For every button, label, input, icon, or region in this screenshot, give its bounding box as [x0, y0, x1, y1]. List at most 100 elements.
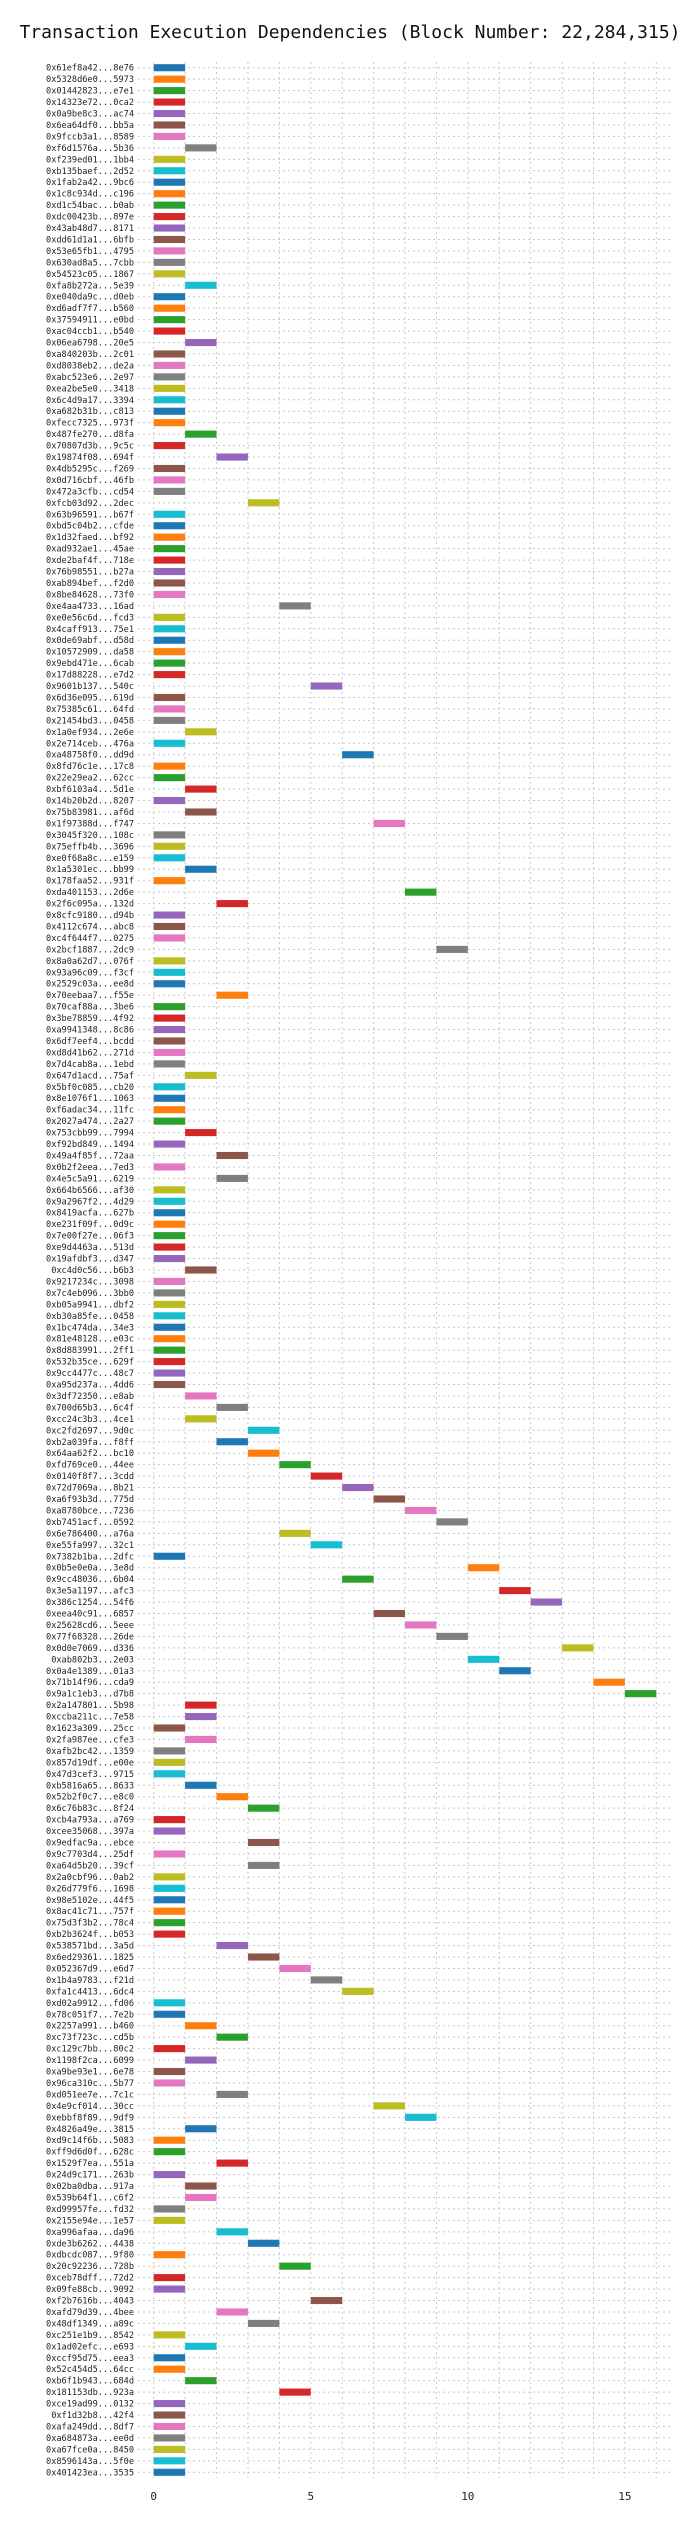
- y-tick-label: 0x2f6c095a...132d: [46, 900, 134, 910]
- bar: [153, 648, 186, 656]
- y-tick-label: 0xab802b3...2e03: [51, 1655, 134, 1665]
- bar: [185, 865, 217, 873]
- y-tick-label: 0xf6adac34...11fc: [46, 1106, 134, 1116]
- y-tick-label: 0xd6adf7f7...b560: [46, 304, 134, 314]
- bar: [153, 155, 186, 163]
- y-tick-label: 0x538571bd...3a5d: [46, 1942, 134, 1952]
- bar: [185, 1266, 217, 1274]
- y-tick-label: 0x06ea6798...20e5: [46, 339, 134, 349]
- y-tick-label: 0xfa1c4413...6dc4: [46, 1987, 134, 1997]
- bar: [247, 1804, 280, 1812]
- bar: [153, 854, 186, 862]
- y-tick-label: 0x1bc474da...34e3: [46, 1323, 134, 1333]
- bar: [153, 167, 186, 175]
- y-tick-label: 0x6c76b83c...8f24: [46, 1804, 134, 1814]
- bar: [153, 842, 186, 850]
- bar: [153, 922, 186, 931]
- bar: [153, 327, 186, 335]
- bar: [153, 1117, 186, 1125]
- y-tick-label: 0x0d0e7069...d336: [46, 1644, 134, 1654]
- y-tick-label: 0x72d7069a...8b21: [46, 1484, 134, 1494]
- bar: [216, 2033, 248, 2041]
- y-tick-label: 0x8fd76c1e...17c8: [46, 762, 134, 772]
- y-tick-label: 0x487fe270...d8fa: [46, 430, 134, 440]
- bar: [153, 235, 186, 244]
- bar: [153, 1025, 186, 1034]
- y-tick-label: 0xa48758f0...dd9d: [46, 751, 134, 761]
- y-tick-label: 0xe55fa997...32c1: [46, 1541, 134, 1551]
- x-tick-labels: 0 5 10 15: [150, 2490, 631, 2503]
- bar: [153, 1884, 186, 1892]
- chart-title: Transaction Execution Dependencies (Bloc…: [19, 22, 680, 43]
- y-tick-label: 0x8d883991...2ff1: [46, 1346, 134, 1356]
- bar: [310, 682, 343, 690]
- bar: [279, 2388, 311, 2396]
- bar: [153, 75, 186, 83]
- y-tick-label: 0xafd79d39...4bee: [46, 2308, 134, 2318]
- y-tick-label: 0x9a1c1eb3...d7b8: [46, 1690, 134, 1700]
- y-tick-label: 0x386c1254...54f6: [46, 1598, 134, 1608]
- y-tick-label: 0xdc00423b...897e: [46, 213, 134, 223]
- y-tick-label: 0xd1c54bac...b0ab: [46, 201, 134, 211]
- bar: [153, 419, 186, 427]
- bar: [185, 144, 217, 152]
- y-tick-label: 0xad932ae1...45ae: [46, 545, 134, 555]
- bar: [153, 87, 186, 95]
- bar: [185, 2182, 217, 2190]
- y-tick-label: 0xd051ee7e...7c1c: [46, 2090, 134, 2100]
- y-tick-label: 0x2e714ceb...476a: [46, 739, 134, 749]
- bar: [153, 1907, 186, 1915]
- bar: [153, 2331, 186, 2339]
- bar: [499, 1587, 531, 1595]
- bar: [624, 1690, 657, 1698]
- bar: [279, 1461, 311, 1469]
- bar: [279, 1964, 311, 1973]
- y-tick-label: 0x8be84628...73f0: [46, 590, 134, 600]
- y-tick-label: 0xcc24c3b3...4ce1: [46, 1415, 134, 1425]
- y-tick-label: 0x76b98551...b27a: [46, 568, 134, 578]
- x-tick-label: 0: [150, 2490, 157, 2503]
- bar: [153, 1724, 186, 1732]
- y-tick-label: 0x9a2967f2...4d29: [46, 1197, 134, 1207]
- bar: [153, 1346, 186, 1354]
- bar: [216, 2308, 248, 2316]
- bar: [373, 1495, 405, 1503]
- y-tick-label: 0x75385c61...64fd: [46, 705, 134, 715]
- bar: [153, 1003, 186, 1011]
- bar: [153, 1197, 186, 1205]
- bar: [153, 1873, 186, 1881]
- y-tick-label: 0xa684873a...ee0d: [46, 2434, 134, 2444]
- bar: [153, 1163, 186, 1171]
- bar: [153, 213, 186, 221]
- bar: [153, 1816, 186, 1824]
- bar: [153, 911, 186, 919]
- y-tick-label: 0xebbf8f89...9df9: [46, 2113, 134, 2123]
- bar: [279, 2262, 311, 2270]
- y-tick-label: 0xe0f68a8c...e159: [46, 854, 134, 864]
- y-tick-label: 0xe040da9c...d0eb: [46, 293, 134, 303]
- y-tick-label: 0xb135baef...2d52: [46, 167, 134, 177]
- bar: [185, 2377, 217, 2385]
- bar: [562, 1644, 594, 1652]
- bar: [247, 2239, 280, 2247]
- y-tick-label: 0x532b35ce...629f: [46, 1358, 134, 1368]
- y-tick-label: 0x1d32faed...bf92: [46, 533, 134, 543]
- y-tick-label: 0xa6f93b3d...775d: [46, 1495, 134, 1505]
- bar: [153, 693, 186, 702]
- bar: [405, 1506, 437, 1515]
- y-tick-label: 0xfa8b272a...5e39: [46, 281, 134, 291]
- bar: [153, 545, 186, 553]
- y-tick-label: 0xeea40c91...6857: [46, 1610, 134, 1620]
- y-tick-label: 0x24d9c171...263b: [46, 2171, 134, 2181]
- bar: [436, 1632, 468, 1640]
- y-tick-label: 0x70807d3b...9c5c: [46, 442, 134, 452]
- y-tick-label: 0x3045f320...108c: [46, 831, 134, 841]
- bar: [153, 1232, 186, 1240]
- bar: [153, 361, 186, 369]
- bar: [153, 2079, 186, 2087]
- y-tick-label: 0x64aa62f2...bc10: [46, 1449, 134, 1459]
- y-tick-label: 0x1198f2ca...6099: [46, 2056, 134, 2066]
- bar: [310, 1541, 343, 1549]
- y-tick-label: 0xa67fce0a...8450: [46, 2445, 134, 2455]
- bar: [216, 2228, 248, 2236]
